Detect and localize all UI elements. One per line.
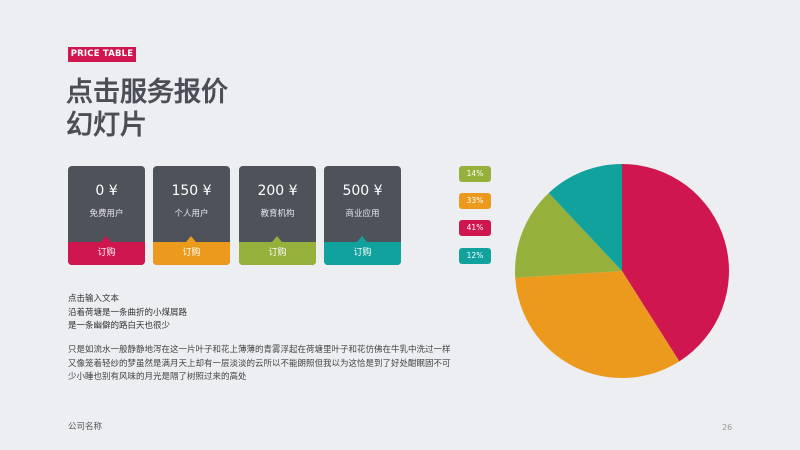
buy-button-education[interactable]: 订购 (239, 242, 316, 265)
intro-line: 点击输入文本 (68, 294, 120, 304)
card-notch (186, 236, 196, 242)
card-tier: 个人用户 (174, 209, 209, 219)
body-paragraph: 只是如流水一般静静地泻在这一片叶子和花上薄薄的青雾浮起在荷塘里叶子和花仿佛在牛乳… (68, 344, 688, 385)
card-notch (357, 236, 367, 242)
price-card-personal: 150 ¥ 个人用户 订购 (153, 166, 230, 265)
card-tier: 商业应用 (345, 209, 380, 219)
card-notch (272, 236, 282, 242)
card-tier: 免费用户 (89, 209, 124, 219)
price-table-tag: PRICE TABLE (68, 47, 136, 62)
title-line-1: 点击服务报价 (66, 77, 228, 108)
legend-badge: 41% (459, 220, 491, 236)
card-price: 500 ¥ (342, 183, 383, 199)
card-price: 150 ¥ (171, 183, 212, 199)
card-price: 200 ¥ (257, 183, 298, 199)
card-notch (101, 236, 111, 242)
pie-slice-33pct (515, 271, 680, 378)
page-title: 点击服务报价 幻灯片 (66, 76, 228, 142)
body-line: 又像笼着轻纱的梦虽然是满月天上却有一层淡淡的云所以不能朗照但我以为这恰是到了好处… (68, 358, 451, 369)
buy-button-business[interactable]: 订购 (324, 242, 401, 265)
buy-button-free[interactable]: 订购 (68, 242, 145, 265)
intro-line: 是一条幽僻的路白天也很少 (68, 321, 171, 331)
card-price: 0 ¥ (95, 183, 118, 199)
pie-slice-12pct (548, 164, 622, 271)
page-number: 26 (722, 423, 733, 432)
body-line: 少小睡也别有风味的月光是隔了树照过来的高处 (68, 372, 247, 382)
price-card-free: 0 ¥ 免费用户 订购 (68, 166, 145, 265)
price-card-business: 500 ¥ 商业应用 订购 (324, 166, 401, 265)
title-line-2: 幻灯片 (66, 110, 147, 141)
company-name: 公司名称 (68, 422, 103, 432)
pie-slice-41pct (622, 164, 729, 362)
intro-text: 点击输入文本 沿着荷塘是一条曲折的小煤屑路 是一条幽僻的路白天也很少 (68, 293, 187, 334)
legend-badge: 12% (459, 248, 491, 264)
buy-button-personal[interactable]: 订购 (153, 242, 230, 265)
body-line: 只是如流水一般静静地泻在这一片叶子和花上薄薄的青雾浮起在荷塘里叶子和花仿佛在牛乳… (68, 345, 451, 355)
legend-badge: 14% (459, 166, 491, 182)
intro-line: 沿着荷塘是一条曲折的小煤屑路 (68, 307, 188, 318)
card-tier: 教育机构 (260, 209, 295, 219)
price-card-education: 200 ¥ 教育机构 订购 (239, 166, 316, 265)
pie-slice-14pct (514, 193, 622, 278)
legend-badge: 33% (459, 193, 491, 209)
